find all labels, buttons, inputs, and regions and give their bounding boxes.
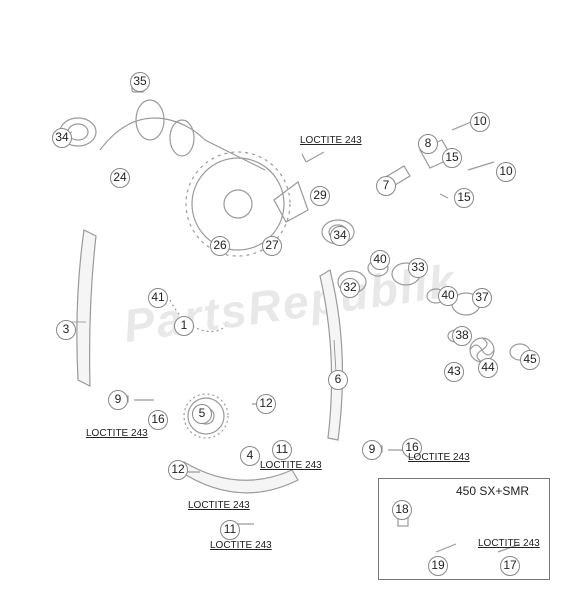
callout-7: 7 [376, 176, 396, 196]
callout-11a: 11 [272, 440, 292, 460]
callout-6: 6 [328, 370, 348, 390]
callout-11b: 11 [220, 520, 240, 540]
callout-40a: 40 [370, 250, 390, 270]
note-loctite-1: LOCTITE 243 [86, 428, 148, 439]
callout-1: 1 [174, 316, 194, 336]
callout-44: 44 [478, 358, 498, 378]
note-loctite-2: LOCTITE 243 [188, 500, 250, 511]
callout-40b: 40 [438, 286, 458, 306]
callout-38: 38 [452, 326, 472, 346]
callout-15b: 15 [454, 188, 474, 208]
note-loctite-5: LOCTITE 243 [408, 452, 470, 463]
callout-19: 19 [428, 556, 448, 576]
note-loctite-6: LOCTITE 243 [478, 538, 540, 549]
callout-8: 8 [418, 134, 438, 154]
callout-9b: 9 [362, 440, 382, 460]
callout-5: 5 [192, 404, 212, 424]
callout-29: 29 [310, 186, 330, 206]
inset-box-label: 450 SX+SMR [456, 484, 529, 498]
callout-34b: 34 [330, 226, 350, 246]
callout-15a: 15 [442, 148, 462, 168]
note-loctite-7: LOCTITE 243 [260, 460, 322, 471]
callout-41: 41 [148, 288, 168, 308]
callout-45: 45 [520, 350, 540, 370]
callout-3: 3 [56, 320, 76, 340]
callout-27: 27 [262, 236, 282, 256]
callout-35: 35 [130, 72, 150, 92]
callout-12b: 12 [168, 460, 188, 480]
callout-17: 17 [500, 556, 520, 576]
callout-24: 24 [110, 168, 130, 188]
callout-34a: 34 [52, 128, 72, 148]
callout-12a: 12 [256, 394, 276, 414]
callout-33: 33 [408, 258, 428, 278]
note-loctite-4: LOCTITE 243 [300, 135, 362, 146]
callout-43: 43 [444, 362, 464, 382]
callout-4: 4 [240, 446, 260, 466]
callout-9a: 9 [108, 390, 128, 410]
callout-26: 26 [210, 236, 230, 256]
callout-18: 18 [392, 500, 412, 520]
callout-10a: 10 [470, 112, 490, 132]
callout-10b: 10 [496, 162, 516, 182]
callout-37: 37 [472, 288, 492, 308]
callout-16a: 16 [148, 410, 168, 430]
callout-32: 32 [340, 278, 360, 298]
note-loctite-3: LOCTITE 243 [210, 540, 272, 551]
